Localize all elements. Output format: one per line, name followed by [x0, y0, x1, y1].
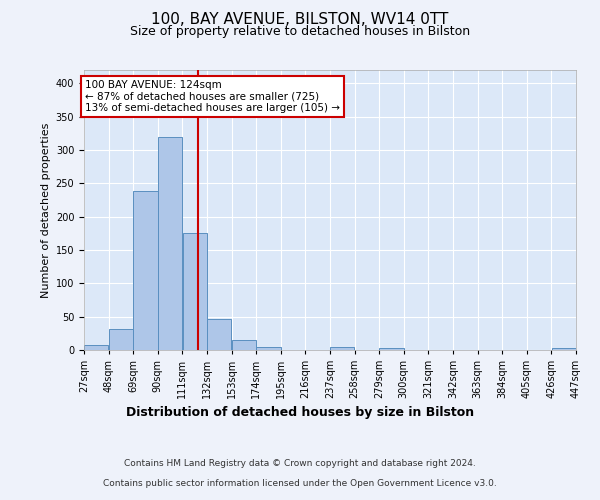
Bar — [133, 192, 158, 350]
Bar — [84, 344, 109, 350]
Text: Distribution of detached houses by size in Bilston: Distribution of detached houses by size … — [126, 406, 474, 419]
Bar — [182, 234, 207, 350]
Bar — [330, 346, 355, 350]
Bar — [158, 136, 182, 350]
Text: Size of property relative to detached houses in Bilston: Size of property relative to detached ho… — [130, 25, 470, 38]
Bar — [256, 346, 281, 350]
Y-axis label: Number of detached properties: Number of detached properties — [41, 122, 52, 298]
Bar — [207, 320, 232, 350]
Bar — [379, 348, 404, 350]
Text: Contains public sector information licensed under the Open Government Licence v3: Contains public sector information licen… — [103, 478, 497, 488]
Text: 100 BAY AVENUE: 124sqm
← 87% of detached houses are smaller (725)
13% of semi-de: 100 BAY AVENUE: 124sqm ← 87% of detached… — [85, 80, 340, 113]
Bar — [109, 328, 133, 350]
Bar — [551, 348, 576, 350]
Text: 100, BAY AVENUE, BILSTON, WV14 0TT: 100, BAY AVENUE, BILSTON, WV14 0TT — [151, 12, 449, 28]
Bar — [232, 340, 256, 350]
Text: Contains HM Land Registry data © Crown copyright and database right 2024.: Contains HM Land Registry data © Crown c… — [124, 458, 476, 468]
